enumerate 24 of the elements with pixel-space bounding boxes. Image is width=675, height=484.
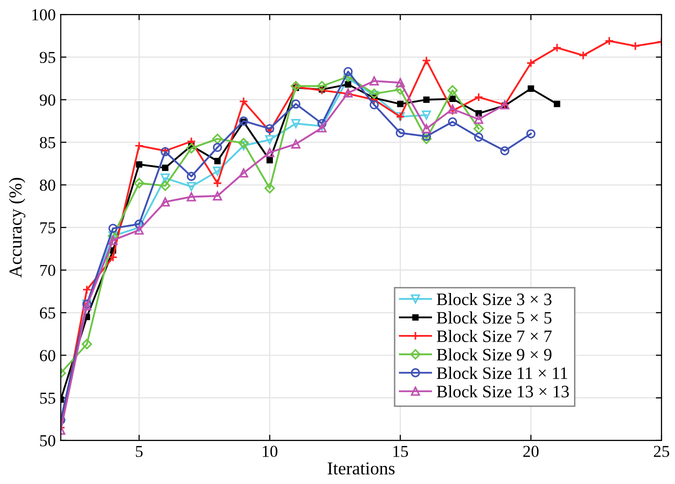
y-tick-label: 50: [40, 435, 56, 446]
x-tick-label: 20: [523, 446, 539, 458]
x-tick-label: 10: [262, 446, 278, 458]
legend-label: Block Size 7 × 7: [436, 330, 552, 342]
legend-label: Block Size 9 × 9: [436, 348, 552, 361]
y-tick-label: 85: [40, 136, 56, 148]
y-tick-label: 60: [40, 350, 56, 362]
y-tick-label: 100: [32, 9, 56, 20]
legend-label: Block Size 3 × 3: [436, 292, 552, 306]
y-tick-label: 90: [40, 94, 56, 106]
y-tick-label: 80: [40, 180, 56, 191]
x-tick-label: 5: [136, 446, 143, 458]
x-axis-title: Iterations: [328, 462, 395, 475]
legend-label: Block Size 13 × 13: [436, 385, 569, 398]
y-axis-title: Accuracy (%): [8, 178, 26, 278]
legend-label: Block Size 5 × 5: [436, 311, 552, 324]
legend-label: Block Size 11 × 11: [436, 366, 568, 380]
x-tick-label: 25: [654, 446, 670, 458]
y-tick-label: 55: [40, 392, 56, 404]
y-tick-label: 75: [40, 222, 56, 234]
y-tick-label: 70: [40, 264, 56, 276]
y-tick-label: 65: [40, 307, 56, 319]
x-tick-label: 15: [393, 446, 408, 458]
y-tick-label: 95: [40, 52, 56, 64]
